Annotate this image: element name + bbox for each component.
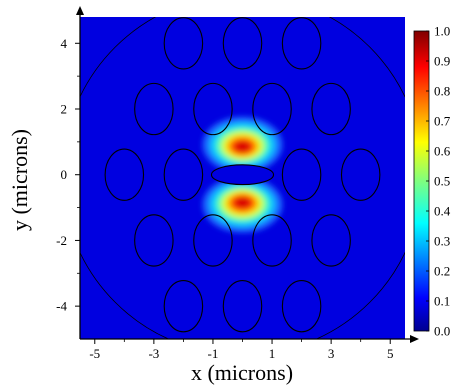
y-tick-label: 4 xyxy=(61,36,68,51)
y-tick-label: -2 xyxy=(56,233,67,248)
air-hole-7 xyxy=(311,82,351,136)
x-tick-label: -3 xyxy=(148,346,159,361)
air-hole-15 xyxy=(311,214,351,267)
y-tick-label: 0 xyxy=(61,167,68,182)
field-lobes-group xyxy=(202,116,283,233)
x-tick-label: 1 xyxy=(269,346,276,361)
colorbar-tick-label: 0.0 xyxy=(434,324,450,339)
air-hole-12 xyxy=(134,214,174,267)
air-hole-18 xyxy=(281,279,322,333)
heatmap-plot-area xyxy=(80,17,405,339)
air-hole-5 xyxy=(193,82,233,136)
colorbar-tick-label: 0.7 xyxy=(434,114,451,129)
air-hole-9 xyxy=(163,148,204,201)
y-axis-title: y (microns) xyxy=(7,129,32,231)
colorbar-tick-label: 0.3 xyxy=(434,234,450,249)
y-tick-label: -4 xyxy=(56,299,67,314)
air-hole-16 xyxy=(163,279,204,333)
colorbar-tick-label: 0.4 xyxy=(434,204,451,219)
colorbar-tick-label: 0.8 xyxy=(434,84,450,99)
x-tick-label: -5 xyxy=(89,346,100,361)
x-tick-label: -1 xyxy=(208,346,219,361)
air-hole-2 xyxy=(222,17,263,70)
x-tick-label: 5 xyxy=(387,346,394,361)
air-holes xyxy=(80,17,405,339)
colorbar-ticks: 1.0 0.9 0.8 0.7 0.6 0.5 0.4 0.3 0.2 0.1 0.0 xyxy=(426,24,451,339)
air-hole-13 xyxy=(193,214,233,267)
air-hole-10 xyxy=(281,148,322,201)
x-axis-arrow-icon xyxy=(410,335,419,343)
air-hole-8 xyxy=(104,148,145,201)
colorbar-tick-label: 0.9 xyxy=(434,54,450,69)
air-hole-3 xyxy=(281,17,322,70)
colorbar-tick-label: 0.2 xyxy=(434,264,450,279)
field-lobe-2-level-7 xyxy=(234,197,251,208)
air-hole-14 xyxy=(252,214,292,267)
x-ticks: -5 -3 -1 1 3 5 xyxy=(89,339,393,361)
colorbar: 1.0 0.9 0.8 0.7 0.6 0.5 0.4 0.3 0.2 0.1 0.0 xyxy=(413,24,451,339)
air-hole-11 xyxy=(340,148,381,201)
air-hole-17 xyxy=(222,279,263,333)
mode-field-intensity xyxy=(202,116,283,233)
y-axis-arrow-icon xyxy=(76,6,84,15)
central-slot-hole xyxy=(210,164,275,186)
field-lobe-1-level-7 xyxy=(234,141,251,153)
y-tick-label: 2 xyxy=(61,102,68,117)
axes: -5 -3 -1 1 3 5 4 2 0 -2 -4 xyxy=(56,6,419,361)
air-hole-1 xyxy=(163,17,204,70)
colorbar-tick-label: 0.1 xyxy=(434,294,450,309)
air-hole-4 xyxy=(134,82,174,136)
x-axis-title: x (microns) xyxy=(191,360,293,385)
air-hole-6 xyxy=(252,82,292,136)
colorbar-tick-label: 0.6 xyxy=(434,144,451,159)
y-ticks: 4 2 0 -2 -4 xyxy=(56,36,80,314)
colorbar-tick-label: 0.5 xyxy=(434,174,450,189)
x-tick-label: 3 xyxy=(328,346,335,361)
colorbar-tick-label: 1.0 xyxy=(434,24,450,39)
